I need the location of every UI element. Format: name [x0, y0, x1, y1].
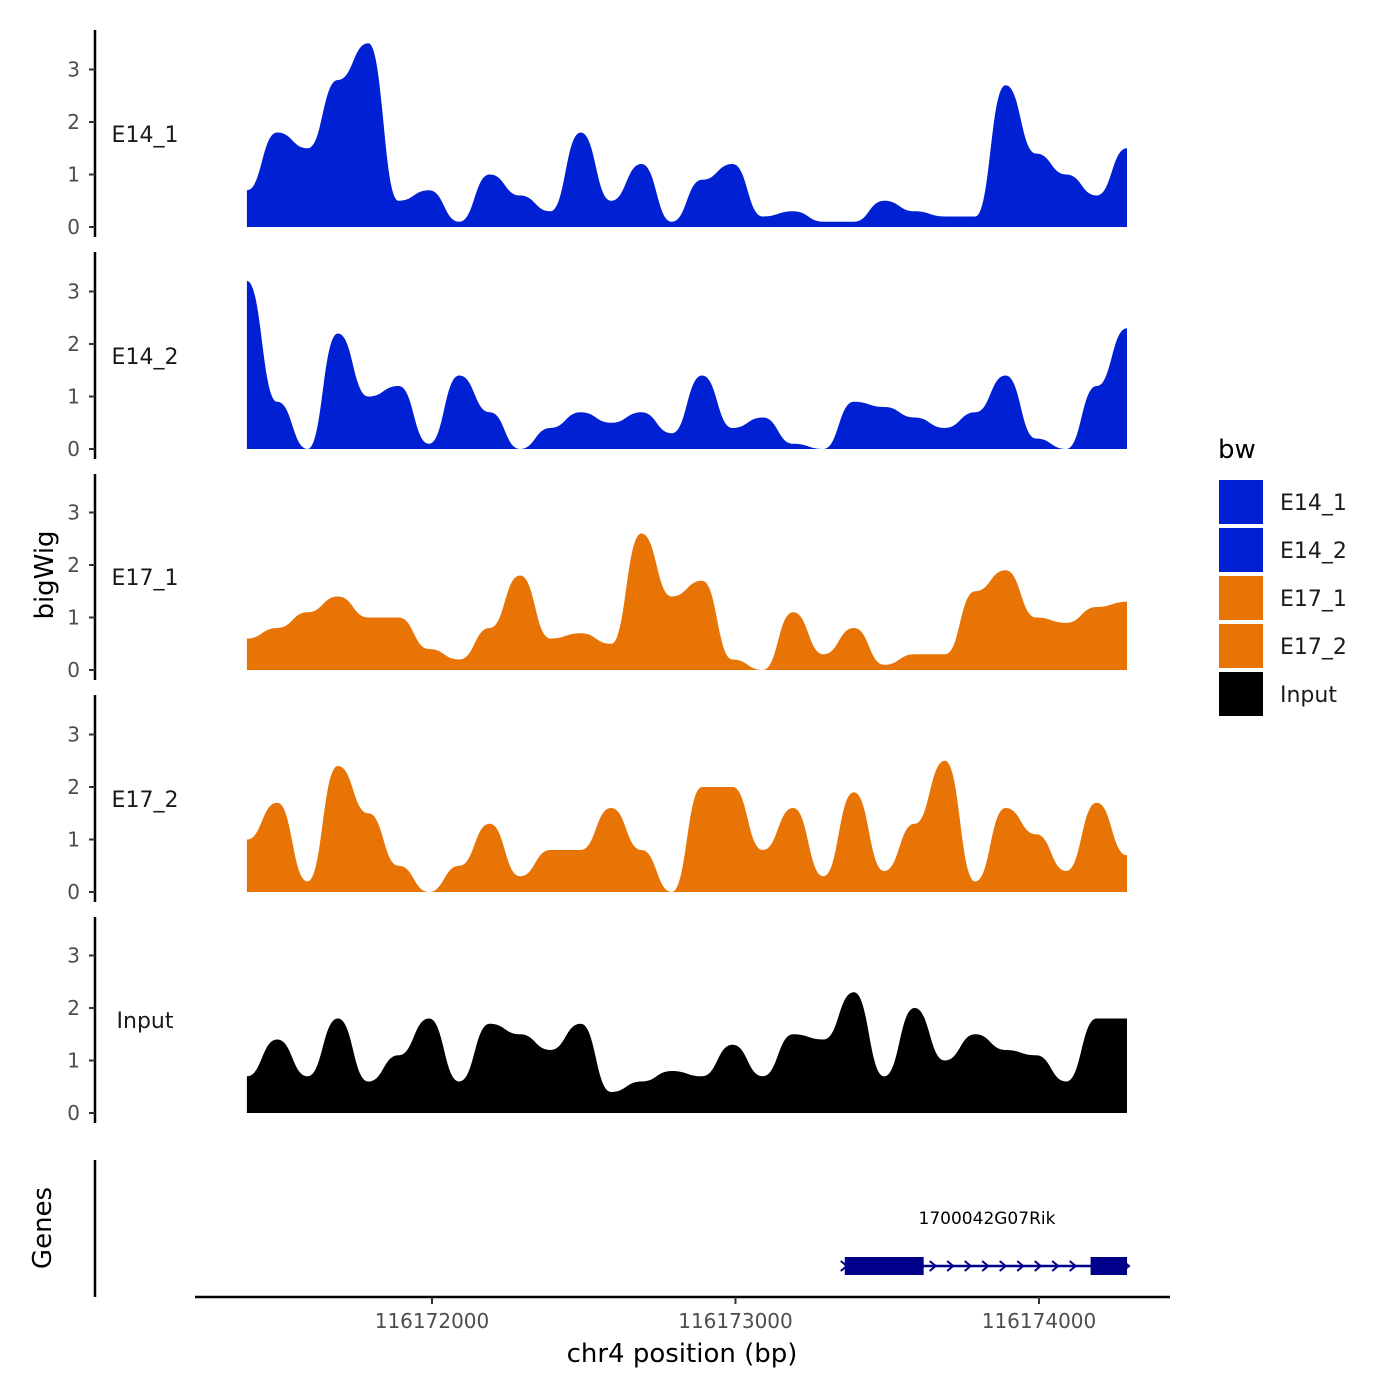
strand-arrow [1122, 1260, 1131, 1272]
legend-label-Input: Input [1280, 683, 1337, 708]
signal-area-Input [246, 992, 1127, 1113]
y-tick-label: 0 [67, 437, 80, 461]
legend-label-E17_1: E17_1 [1280, 587, 1347, 612]
strand-arrow [964, 1260, 973, 1272]
y-tick-label: 0 [67, 658, 80, 682]
x-axis-title: chr4 position (bp) [567, 1339, 798, 1369]
track-Input: 0 1 2 3 Input [67, 917, 1127, 1125]
gene-exon [844, 1257, 924, 1275]
signal-area-E17_1 [246, 533, 1127, 670]
y-tick-label: 3 [67, 723, 80, 747]
y-tick-label: 0 [67, 1101, 80, 1125]
track-label: E14_1 [112, 123, 179, 148]
y-tick-label: 3 [67, 944, 80, 968]
y-tick-label: 1 [67, 1049, 80, 1073]
strand-arrow [1051, 1260, 1060, 1272]
track-E17_1: 0 1 2 3 E17_1 [67, 474, 1127, 682]
y-tick-label: 3 [67, 280, 80, 304]
track-E14_1: 0 1 2 3 E14_1 [67, 30, 1127, 239]
y-tick-label: 3 [67, 58, 80, 82]
y-tick-label: 1 [67, 606, 80, 630]
track-label: E14_2 [112, 345, 179, 370]
x-tick-label: 116173000 [678, 1309, 793, 1333]
y-tick-label: 0 [67, 880, 80, 904]
strand-arrow [1069, 1260, 1078, 1272]
y-tick-label: 1 [67, 385, 80, 409]
legend: bw E14_1 E14_2 E17_1 E17_2 Input [1218, 435, 1347, 716]
legend-label-E14_2: E14_2 [1280, 539, 1347, 564]
gene-exon [1090, 1257, 1128, 1275]
strand-arrow [1016, 1260, 1025, 1272]
y-tick-label: 2 [67, 332, 80, 356]
legend-swatch-Input [1219, 672, 1263, 716]
x-axis: 116172000 116173000 116174000 [195, 1295, 1170, 1333]
strand-arrow [1034, 1260, 1043, 1272]
track-label: E17_1 [112, 566, 179, 591]
track-E14_2: 0 1 2 3 E14_2 [67, 252, 1127, 461]
y-tick-label: 2 [67, 553, 80, 577]
gene-model [840, 1257, 1131, 1275]
genes-axis-title: Genes [28, 1187, 58, 1269]
strand-arrow [946, 1260, 955, 1272]
strand-arrow [840, 1260, 849, 1272]
legend-swatch-E17_1 [1219, 576, 1263, 620]
strand-arrow [981, 1260, 990, 1272]
legend-swatch-E14_1 [1219, 480, 1263, 524]
y-tick-label: 2 [67, 110, 80, 134]
x-tick-label: 116172000 [375, 1309, 490, 1333]
legend-title: bw [1218, 435, 1256, 465]
strand-arrow [929, 1260, 938, 1272]
signal-area-E17_2 [246, 760, 1127, 892]
legend-swatch-E14_2 [1219, 528, 1263, 572]
legend-swatch-E17_2 [1219, 624, 1263, 668]
track-E17_2: 0 1 2 3 E17_2 [67, 695, 1127, 904]
y-tick-label: 2 [67, 775, 80, 799]
genes-track: Genes 1700042G07Rik [28, 1160, 1131, 1297]
signal-area-E14_1 [246, 43, 1127, 227]
signal-area-E14_2 [246, 281, 1127, 449]
y-axis-title: bigWig [30, 530, 60, 619]
legend-label-E14_1: E14_1 [1280, 491, 1347, 516]
y-tick-label: 1 [67, 163, 80, 187]
legend-label-E17_2: E17_2 [1280, 635, 1347, 660]
y-tick-label: 2 [67, 996, 80, 1020]
bigwig-tracks: 0 1 2 3 E14_1 0 1 2 3 E14_2 0 1 2 3 E17_1 0 1 2 3 E17_2 0 1 2 3… [67, 30, 1127, 1125]
x-tick-label: 116174000 [982, 1309, 1097, 1333]
track-label: Input [117, 1009, 174, 1034]
y-tick-label: 1 [67, 828, 80, 852]
strand-arrow [999, 1260, 1008, 1272]
y-tick-label: 3 [67, 501, 80, 525]
y-tick-label: 0 [67, 215, 80, 239]
track-label: E17_2 [112, 788, 179, 813]
gene-name-label: 1700042G07Rik [919, 1209, 1056, 1229]
